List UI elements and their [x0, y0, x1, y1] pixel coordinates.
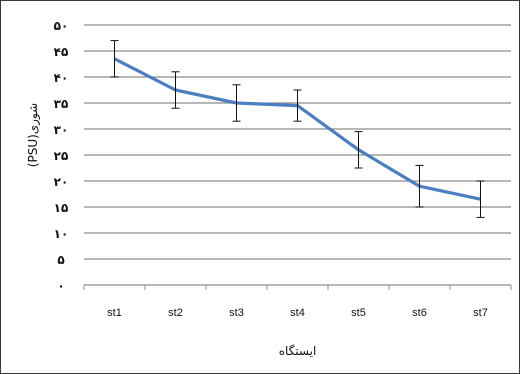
x-tick-label-st3: st3 [229, 307, 244, 319]
y-tick-label-0: ٠ [57, 279, 64, 293]
x-tick-label-st7: st7 [473, 307, 488, 319]
x-tick-label-st4: st4 [290, 307, 305, 319]
x-tick-labels: st1 st2 st3 st4 st5 st6 st7 [107, 307, 488, 319]
y-tick-label-5: ۵ [57, 253, 64, 267]
x-tick-label-st2: st2 [168, 307, 183, 319]
y-axis-title: شوری(PSU) [26, 103, 41, 167]
y-tick-label-45: ۴۵ [54, 45, 69, 59]
y-tick-label-25: ٢۵ [54, 149, 69, 163]
x-tick-label-st5: st5 [351, 307, 366, 319]
x-tick-label-st6: st6 [412, 307, 427, 319]
y-tick-label-15: ١۵ [54, 201, 69, 215]
x-tick-label-st1: st1 [107, 307, 122, 319]
y-tick-label-30: ٣٠ [54, 123, 69, 137]
grid-lines [83, 24, 512, 290]
y-tick-label-10: ١٠ [54, 227, 69, 241]
y-tick-label-35: ٣۵ [54, 97, 69, 111]
y-tick-label-40: ۴٠ [54, 71, 69, 85]
y-tick-label-20: ٢٠ [54, 175, 69, 189]
y-tick-label-50: ۵٠ [54, 19, 69, 33]
series-group [110, 40, 485, 218]
x-axis-title: ایستگاه [279, 344, 317, 358]
y-tick-labels: ٠ ۵ ١٠ ١۵ ٢٠ ٢۵ ٣٠ ٣۵ ۴٠ ۴۵ ۵٠ [54, 19, 69, 293]
